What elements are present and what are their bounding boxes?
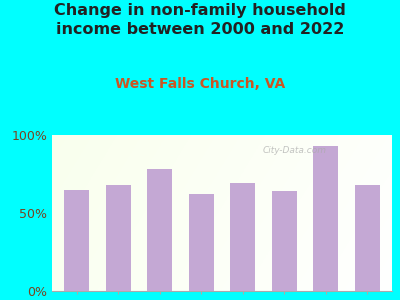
Text: City-Data.com: City-Data.com: [263, 146, 327, 155]
Bar: [355, 185, 380, 291]
Bar: [230, 183, 255, 291]
Text: Change in non-family household
income between 2000 and 2022: Change in non-family household income be…: [54, 3, 346, 37]
Bar: [313, 146, 338, 291]
Bar: [189, 194, 214, 291]
Bar: [147, 169, 172, 291]
Bar: [272, 191, 297, 291]
Text: West Falls Church, VA: West Falls Church, VA: [115, 76, 285, 91]
Bar: [64, 190, 89, 291]
Bar: [106, 185, 131, 291]
